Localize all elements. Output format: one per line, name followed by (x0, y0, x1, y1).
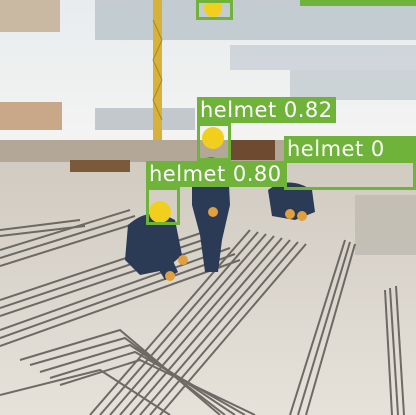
detection-label-helmet-1: helmet 0.82 (197, 97, 336, 123)
worker-right (268, 182, 315, 221)
detection-box-top (196, 0, 233, 20)
building-top (95, 0, 416, 40)
detection-box-right-partial (300, 0, 416, 6)
building-center-low (95, 108, 195, 130)
detection-box-helmet-3 (146, 187, 180, 225)
detection-label-helmet-3: helmet 0.80 (146, 161, 285, 187)
building-right (290, 70, 416, 100)
building-mid (230, 45, 416, 70)
detection-label-helmet-2: helmet 0 (284, 136, 416, 162)
building-left-top (0, 0, 60, 32)
worker-left (125, 201, 188, 281)
building-left-brown (0, 102, 62, 130)
detection-box-helmet-2 (284, 160, 416, 190)
detection-box-helmet-1 (197, 123, 231, 161)
rebar-bundles (0, 209, 405, 415)
